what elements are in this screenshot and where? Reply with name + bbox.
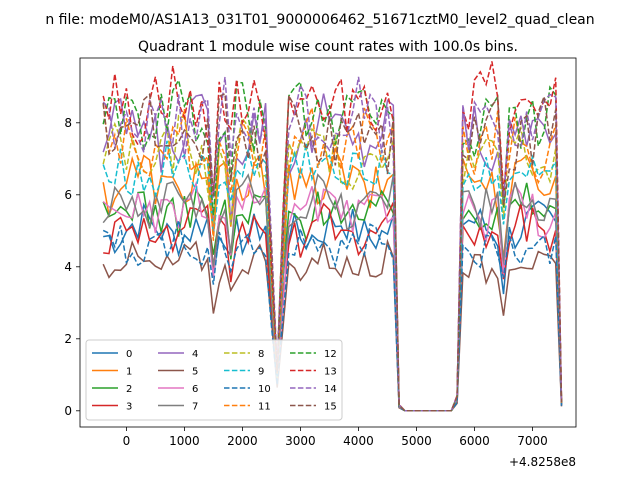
series-line-1 xyxy=(102,146,563,412)
legend-label-15: 15 xyxy=(324,402,337,413)
y-tick-label: 8 xyxy=(64,116,72,130)
legend-label-7: 7 xyxy=(192,402,198,413)
series-line-9 xyxy=(102,140,563,412)
x-tick-label: 0 xyxy=(123,434,131,448)
x-tick-label: 5000 xyxy=(401,434,432,448)
legend-label-8: 8 xyxy=(258,349,264,360)
x-tick-label: 4000 xyxy=(343,434,374,448)
series-line-15 xyxy=(102,92,563,412)
series-line-5 xyxy=(102,238,563,412)
x-axis: 0 1000 2000 3000 4000 5000 6000 7000 xyxy=(123,427,548,448)
series-line-11 xyxy=(102,103,563,412)
series-line-14 xyxy=(102,76,563,412)
y-tick-label: 2 xyxy=(64,332,72,346)
series-line-2 xyxy=(102,182,563,412)
y-tick-label: 4 xyxy=(64,260,72,274)
legend-label-14: 14 xyxy=(324,384,337,395)
chart-suptitle: n file: modeM0/AS1A13_031T01_9000006462_… xyxy=(45,12,594,28)
y-tick-label: 6 xyxy=(64,188,72,202)
legend-label-13: 13 xyxy=(324,367,337,378)
series-line-12 xyxy=(102,78,563,412)
series-line-0 xyxy=(103,200,563,412)
legend-label-10: 10 xyxy=(258,384,271,395)
legend-label-3: 3 xyxy=(126,402,132,413)
y-axis: 0 2 4 6 8 xyxy=(64,116,80,418)
series-line-10 xyxy=(102,220,563,412)
x-tick-label: 1000 xyxy=(169,434,200,448)
series-line-7 xyxy=(102,173,563,412)
x-tick-label: 6000 xyxy=(459,434,490,448)
x-tick-label: 3000 xyxy=(285,434,316,448)
x-tick-label: 7000 xyxy=(517,434,548,448)
legend-label-6: 6 xyxy=(192,384,198,395)
legend-label-0: 0 xyxy=(126,349,132,360)
legend-label-9: 9 xyxy=(258,367,264,378)
x-tick-label: 2000 xyxy=(227,434,258,448)
legend-label-11: 11 xyxy=(258,402,271,413)
legend-box xyxy=(85,339,343,421)
legend-label-2: 2 xyxy=(126,384,132,395)
legend-label-1: 1 xyxy=(126,367,132,378)
y-tick-label: 0 xyxy=(64,404,72,418)
legend-label-12: 12 xyxy=(324,349,337,360)
legend-label-5: 5 xyxy=(192,367,198,378)
legend-label-4: 4 xyxy=(192,349,198,360)
chart-title: Quadrant 1 module wise count rates with … xyxy=(138,39,518,55)
plot-area xyxy=(102,61,563,412)
x-axis-offset-label: +4.8258e8 xyxy=(509,455,576,469)
plot-frame xyxy=(79,57,577,428)
